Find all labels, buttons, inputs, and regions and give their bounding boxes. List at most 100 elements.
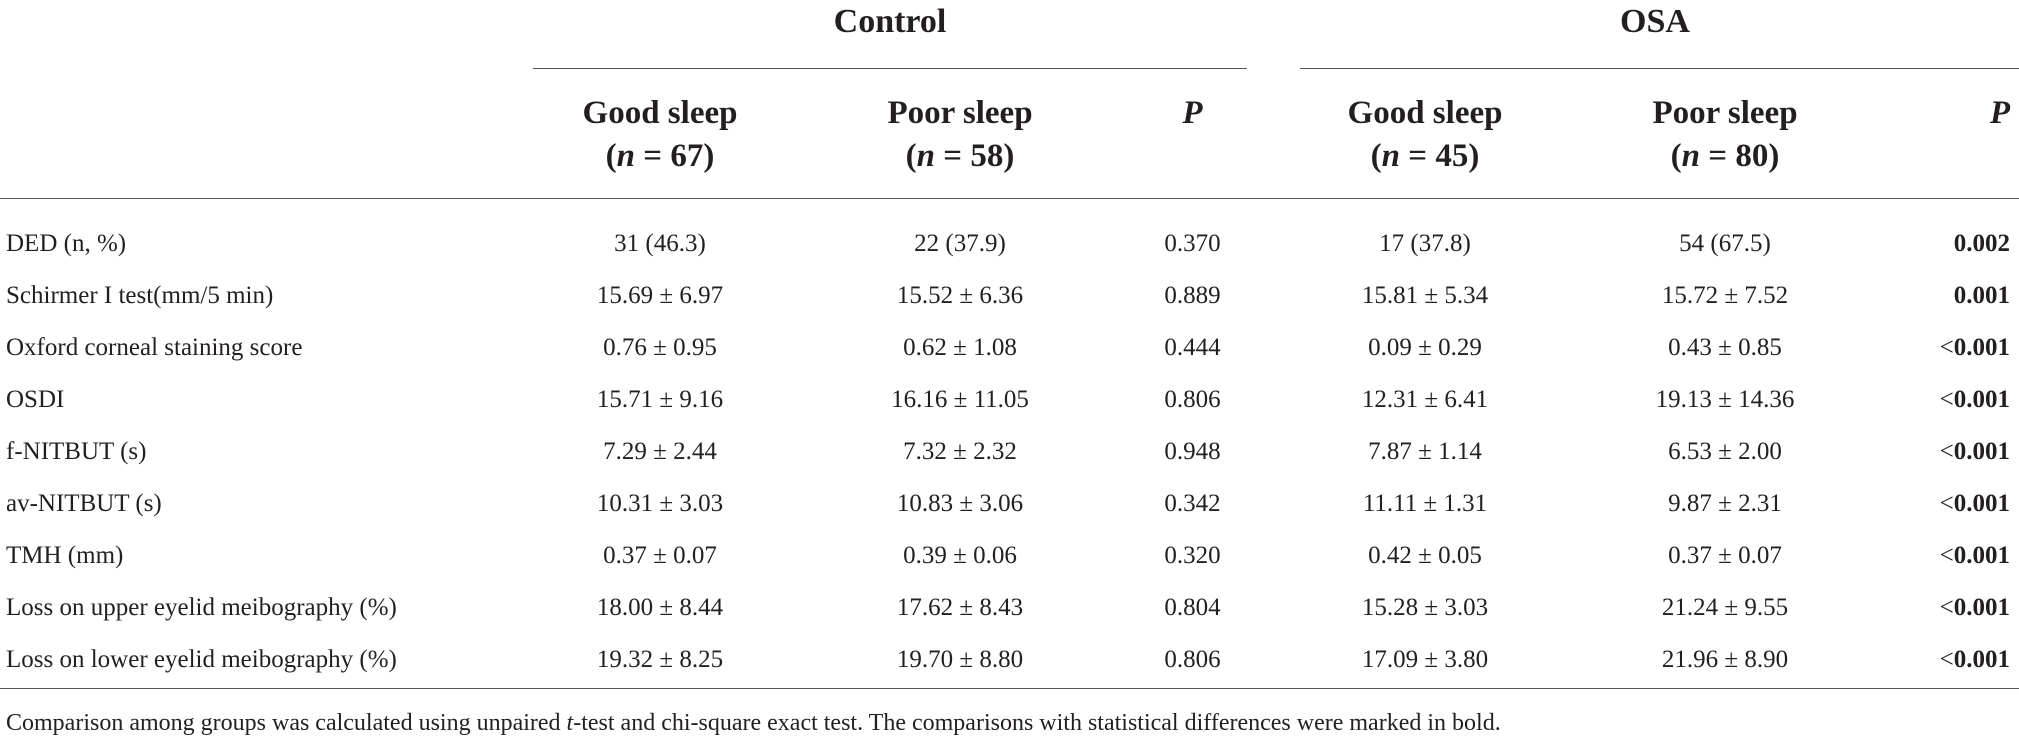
col-header-label: Poor sleep [887, 95, 1033, 131]
col-header-control-poor: Poor sleep (n = 58) [830, 92, 1090, 178]
p-value-significant: 0.001 [1953, 438, 2010, 465]
p-prefix: < [1939, 542, 1954, 569]
col-header-label: Good sleep [1347, 95, 1503, 131]
p-value-significant: 0.001 [1953, 490, 2010, 517]
p-symbol: P [1182, 95, 1203, 131]
n-value: = 80) [1708, 138, 1780, 174]
group-underline-control [533, 68, 1247, 69]
cell-control-good: 0.37 ± 0.07 [603, 542, 717, 569]
cell-control-good: 18.00 ± 8.44 [596, 594, 724, 621]
table-row: OSDI 15.71 ± 9.16 16.16 ± 11.05 0.806 12.31 … [0, 374, 2019, 426]
p-value-significant: 0.001 [1953, 386, 2010, 413]
col-header-osa-poor: Poor sleep (n = 80) [1595, 92, 1855, 178]
p-prefix: < [1939, 386, 1954, 413]
header-rule [0, 198, 2019, 199]
cell-osa-p: 0.002 [1880, 218, 2010, 270]
footnote-part2: -test and chi-square exact test. The com… [573, 710, 1501, 736]
cell-osa-poor: 6.53 ± 2.00 [1668, 438, 1782, 465]
row-label: Schirmer I test(mm/5 min) [6, 282, 274, 309]
cell-osa-p: <0.001 [1880, 582, 2010, 634]
cell-osa-good: 11.11 ± 1.31 [1362, 490, 1488, 517]
cell-osa-p: <0.001 [1880, 478, 2010, 530]
table-row: Oxford corneal staining score 0.76 ± 0.95… [0, 322, 2019, 374]
p-value-significant: 0.001 [1953, 646, 2010, 673]
cell-osa-poor: 9.87 ± 2.31 [1668, 490, 1782, 517]
n-value: = 58) [943, 138, 1015, 174]
cell-osa-p: <0.001 [1880, 322, 2010, 374]
p-value-significant: 0.001 [1953, 334, 2010, 361]
cell-control-poor: 22 (37.9) [914, 230, 1006, 257]
cell-osa-p: <0.001 [1880, 530, 2010, 582]
group-header-control: Control [833, 3, 947, 40]
row-label: TMH (mm) [6, 542, 124, 569]
cell-control-good: 0.76 ± 0.95 [603, 334, 717, 361]
cell-control-p: 0.342 [1164, 490, 1221, 517]
cell-control-p: 0.889 [1164, 282, 1221, 309]
cell-osa-poor: 19.13 ± 14.36 [1655, 386, 1795, 413]
cell-osa-good: 15.28 ± 3.03 [1361, 594, 1489, 621]
n-symbol: n [616, 138, 636, 174]
table-row: Schirmer I test(mm/5 min) 15.69 ± 6.97 15.… [0, 270, 2019, 322]
cell-control-good: 31 (46.3) [614, 230, 706, 257]
col-header-n: (n = 45) [1370, 138, 1480, 174]
cell-control-good: 19.32 ± 8.25 [596, 646, 724, 673]
n-value: = 67) [643, 138, 715, 174]
cell-control-good: 15.69 ± 6.97 [596, 282, 724, 309]
p-value-significant: 0.001 [1953, 542, 2010, 569]
group-header-osa: OSA [1620, 3, 1690, 40]
table-row: Loss on upper eyelid meibography (%) 18.0… [0, 582, 2019, 634]
col-header-osa-good: Good sleep (n = 45) [1295, 92, 1555, 178]
cell-osa-poor: 0.37 ± 0.07 [1668, 542, 1782, 569]
p-symbol: P [1989, 95, 2010, 131]
p-prefix: < [1939, 594, 1954, 621]
cell-osa-p: <0.001 [1880, 426, 2010, 478]
table-row: TMH (mm) 0.37 ± 0.07 0.39 ± 0.06 0.320 0.42 … [0, 530, 2019, 582]
col-header-n: (n = 67) [605, 138, 715, 174]
cell-control-poor: 16.16 ± 11.05 [891, 386, 1029, 413]
row-label: f-NITBUT (s) [6, 438, 147, 465]
cell-osa-good: 17 (37.8) [1379, 230, 1471, 257]
p-value-significant: 0.001 [1953, 594, 2010, 621]
table-row: DED (n, %) 31 (46.3) 22 (37.9) 0.370 17 (37.… [0, 218, 2019, 270]
table-row: f-NITBUT (s) 7.29 ± 2.44 7.32 ± 2.32 0.948 7… [0, 426, 2019, 478]
bottom-rule [0, 688, 2019, 689]
cell-control-poor: 19.70 ± 8.80 [896, 646, 1024, 673]
p-prefix: < [1939, 334, 1954, 361]
cell-control-p: 0.320 [1164, 542, 1221, 569]
cell-control-poor: 0.39 ± 0.06 [903, 542, 1017, 569]
p-prefix: < [1939, 490, 1954, 517]
cell-control-p: 0.804 [1164, 594, 1221, 621]
cell-osa-good: 0.42 ± 0.05 [1368, 542, 1482, 569]
row-label: OSDI [6, 386, 65, 413]
cell-control-good: 7.29 ± 2.44 [603, 438, 717, 465]
col-header-control-p: P [1120, 92, 1265, 135]
col-header-n: (n = 80) [1670, 138, 1780, 174]
cell-osa-poor: 0.43 ± 0.85 [1668, 334, 1782, 361]
cell-osa-good: 17.09 ± 3.80 [1361, 646, 1489, 673]
p-prefix: < [1939, 438, 1954, 465]
cell-osa-good: 0.09 ± 0.29 [1368, 334, 1482, 361]
cell-control-poor: 10.83 ± 3.06 [896, 490, 1024, 517]
col-header-osa-p: P [1880, 92, 2010, 135]
col-header-n: (n = 58) [905, 138, 1015, 174]
row-label: DED (n, %) [6, 230, 127, 257]
table-row: Loss on lower eyelid meibography (%) 19.3… [0, 634, 2019, 686]
n-symbol: n [916, 138, 936, 174]
p-value-significant: 0.001 [1953, 282, 2010, 309]
cell-osa-good: 7.87 ± 1.14 [1368, 438, 1482, 465]
cell-osa-p: 0.001 [1880, 270, 2010, 322]
cell-control-p: 0.444 [1164, 334, 1221, 361]
cell-control-poor: 7.32 ± 2.32 [903, 438, 1017, 465]
cell-osa-poor: 21.24 ± 9.55 [1661, 594, 1789, 621]
footnote-t: t [566, 710, 574, 736]
col-header-label: Poor sleep [1652, 95, 1798, 131]
footnote-part1: Comparison among groups was calculated u… [6, 710, 567, 736]
n-symbol: n [1381, 138, 1401, 174]
cell-osa-good: 12.31 ± 6.41 [1361, 386, 1489, 413]
cell-control-p: 0.806 [1164, 386, 1221, 413]
row-label: Loss on lower eyelid meibography (%) [6, 646, 397, 673]
row-label: av-NITBUT (s) [6, 490, 162, 517]
n-value: = 45) [1408, 138, 1480, 174]
col-header-label: Good sleep [582, 95, 738, 131]
group-underline-osa [1300, 68, 2019, 69]
